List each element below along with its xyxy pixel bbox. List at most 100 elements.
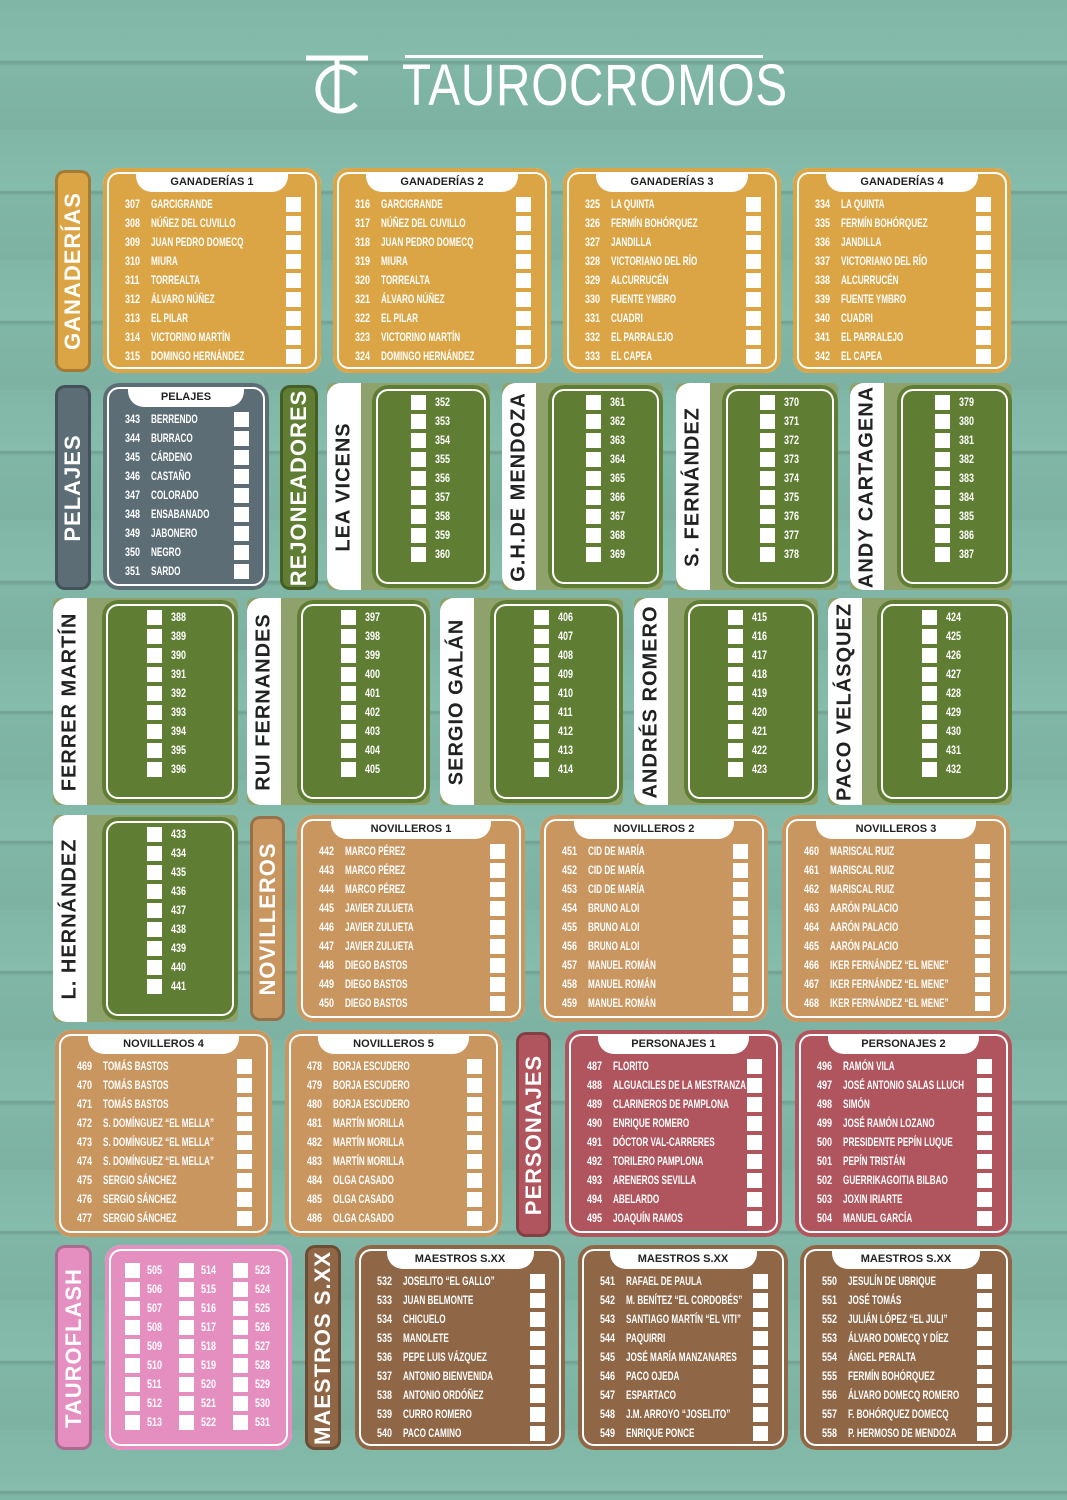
checkbox[interactable] — [746, 197, 761, 212]
checkbox[interactable] — [516, 254, 531, 269]
checkbox[interactable] — [977, 1426, 992, 1441]
checkbox[interactable] — [490, 901, 505, 916]
checkbox[interactable] — [286, 216, 301, 231]
checkbox[interactable] — [179, 1339, 194, 1354]
checkbox[interactable] — [179, 1282, 194, 1297]
checkbox[interactable] — [530, 1312, 545, 1327]
checkbox[interactable] — [976, 330, 991, 345]
checkbox[interactable] — [586, 471, 601, 486]
checkbox[interactable] — [747, 1097, 762, 1112]
checkbox[interactable] — [234, 564, 249, 579]
checkbox[interactable] — [125, 1377, 140, 1392]
checkbox[interactable] — [976, 292, 991, 307]
checkbox[interactable] — [747, 1078, 762, 1093]
checkbox[interactable] — [411, 509, 426, 524]
checkbox[interactable] — [975, 920, 990, 935]
checkbox[interactable] — [234, 469, 249, 484]
checkbox[interactable] — [237, 1116, 252, 1131]
checkbox[interactable] — [760, 490, 775, 505]
checkbox[interactable] — [753, 1388, 768, 1403]
checkbox[interactable] — [534, 610, 549, 625]
checkbox[interactable] — [125, 1301, 140, 1316]
checkbox[interactable] — [490, 939, 505, 954]
checkbox[interactable] — [467, 1135, 482, 1150]
checkbox[interactable] — [534, 724, 549, 739]
checkbox[interactable] — [760, 452, 775, 467]
checkbox[interactable] — [490, 920, 505, 935]
checkbox[interactable] — [147, 629, 162, 644]
checkbox[interactable] — [922, 610, 937, 625]
checkbox[interactable] — [125, 1396, 140, 1411]
checkbox[interactable] — [747, 1135, 762, 1150]
checkbox[interactable] — [975, 901, 990, 916]
checkbox[interactable] — [728, 686, 743, 701]
checkbox[interactable] — [534, 629, 549, 644]
checkbox[interactable] — [233, 1396, 248, 1411]
checkbox[interactable] — [530, 1293, 545, 1308]
checkbox[interactable] — [286, 349, 301, 364]
checkbox[interactable] — [411, 395, 426, 410]
checkbox[interactable] — [286, 292, 301, 307]
checkbox[interactable] — [935, 528, 950, 543]
checkbox[interactable] — [534, 705, 549, 720]
checkbox[interactable] — [534, 648, 549, 663]
checkbox[interactable] — [935, 547, 950, 562]
checkbox[interactable] — [977, 1274, 992, 1289]
checkbox[interactable] — [586, 414, 601, 429]
checkbox[interactable] — [975, 977, 990, 992]
checkbox[interactable] — [530, 1350, 545, 1365]
checkbox[interactable] — [411, 528, 426, 543]
checkbox[interactable] — [976, 235, 991, 250]
checkbox[interactable] — [922, 743, 937, 758]
checkbox[interactable] — [586, 490, 601, 505]
checkbox[interactable] — [286, 235, 301, 250]
checkbox[interactable] — [753, 1407, 768, 1422]
checkbox[interactable] — [760, 414, 775, 429]
checkbox[interactable] — [341, 610, 356, 625]
checkbox[interactable] — [753, 1274, 768, 1289]
checkbox[interactable] — [922, 667, 937, 682]
checkbox[interactable] — [746, 311, 761, 326]
checkbox[interactable] — [179, 1377, 194, 1392]
checkbox[interactable] — [125, 1282, 140, 1297]
checkbox[interactable] — [341, 686, 356, 701]
checkbox[interactable] — [147, 648, 162, 663]
checkbox[interactable] — [753, 1293, 768, 1308]
checkbox[interactable] — [977, 1211, 992, 1226]
checkbox[interactable] — [490, 844, 505, 859]
checkbox[interactable] — [977, 1078, 992, 1093]
checkbox[interactable] — [977, 1173, 992, 1188]
checkbox[interactable] — [341, 629, 356, 644]
checkbox[interactable] — [977, 1331, 992, 1346]
checkbox[interactable] — [530, 1388, 545, 1403]
checkbox[interactable] — [975, 863, 990, 878]
checkbox[interactable] — [534, 762, 549, 777]
checkbox[interactable] — [179, 1320, 194, 1335]
checkbox[interactable] — [516, 311, 531, 326]
checkbox[interactable] — [534, 667, 549, 682]
checkbox[interactable] — [922, 686, 937, 701]
checkbox[interactable] — [746, 292, 761, 307]
checkbox[interactable] — [530, 1407, 545, 1422]
checkbox[interactable] — [179, 1358, 194, 1373]
checkbox[interactable] — [467, 1097, 482, 1112]
checkbox[interactable] — [530, 1274, 545, 1289]
checkbox[interactable] — [733, 920, 748, 935]
checkbox[interactable] — [125, 1339, 140, 1354]
checkbox[interactable] — [747, 1192, 762, 1207]
checkbox[interactable] — [286, 273, 301, 288]
checkbox[interactable] — [147, 846, 162, 861]
checkbox[interactable] — [411, 433, 426, 448]
checkbox[interactable] — [976, 216, 991, 231]
checkbox[interactable] — [586, 547, 601, 562]
checkbox[interactable] — [935, 452, 950, 467]
checkbox[interactable] — [341, 648, 356, 663]
checkbox[interactable] — [233, 1263, 248, 1278]
checkbox[interactable] — [233, 1377, 248, 1392]
checkbox[interactable] — [975, 844, 990, 859]
checkbox[interactable] — [935, 509, 950, 524]
checkbox[interactable] — [147, 960, 162, 975]
checkbox[interactable] — [746, 216, 761, 231]
checkbox[interactable] — [760, 547, 775, 562]
checkbox[interactable] — [237, 1059, 252, 1074]
